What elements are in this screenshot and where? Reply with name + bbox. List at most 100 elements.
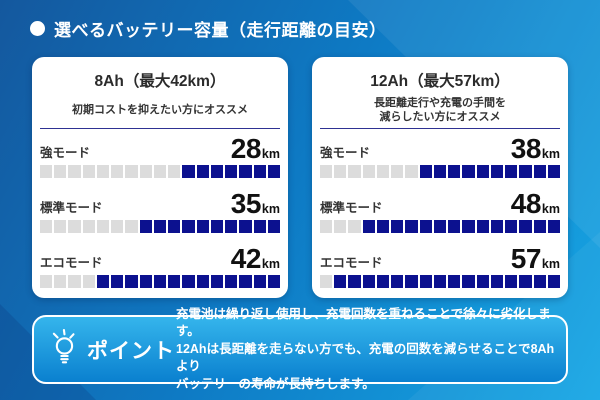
mode-label: 強モード [320,146,371,160]
bar-segment-filled [239,220,252,233]
bar-segment-filled [448,165,461,178]
distance-value: 38 [510,133,542,164]
bar-segment-filled [362,275,375,288]
bar-segment-filled [505,275,518,288]
mode-row: 標準モード 48 km [320,190,560,233]
mode-label: エコモード [320,256,383,270]
bar-segment-empty [68,165,81,178]
bar-segment-empty [96,165,110,178]
distance-value: 28 [230,133,262,164]
bar-segment-filled [225,165,238,178]
mode-head: 強モード 28 km [40,135,280,163]
bar-segment-empty [125,165,138,178]
bar-segment-filled [253,165,266,178]
page-title: 選べるバッテリー容量（走行距離の目安） [54,21,387,40]
card-title: 12Ah（最大57km） [370,73,510,90]
bar-segment-empty [334,165,347,178]
mode-value: 57 km [511,245,560,273]
mode-label: 強モード [40,146,91,160]
mode-rows: 強モード 38 km 標準モード 48 km エコモード 57 km [320,133,560,288]
bar-segment-filled [267,220,280,233]
bar-segment-filled [267,165,280,178]
mode-label: エコモード [40,256,103,270]
bar-segment-filled [196,220,209,233]
mode-head: エコモード 57 km [320,245,560,273]
divider [40,128,280,129]
bar-segment-filled [505,220,518,233]
bar-segment-empty [111,165,124,178]
bar-segment-filled [139,220,152,233]
bar-segment-filled [168,275,181,288]
point-text-line: バッテリーの寿命が長持ちします。 [176,376,375,391]
bar-segment-filled [196,165,209,178]
bar-segment-filled [433,220,447,233]
card-title: 8Ah（最大42km） [94,73,226,90]
mode-head: 強モード 38 km [320,133,560,164]
bar-segment-filled [519,275,532,288]
battery-card-8ah: 8Ah（最大42km） 初期コストを抑えたい方にオススメ 強モード 28 km 標準モ… [32,57,288,298]
bar-segment-empty [153,165,167,178]
bar-segment-filled [391,220,404,233]
bar-segment-empty [82,165,95,178]
bar-segment-filled [210,220,224,233]
distance-bar [40,165,280,178]
bar-segment-empty [68,220,81,233]
bar-segment-empty [40,165,53,178]
mode-head: 標準モード 35 km [40,188,280,219]
bullet-circle-icon [30,21,45,36]
bar-segment-filled [433,165,447,178]
card-subtitle-line: 長距離走行や充電の手間を [374,97,506,109]
divider [320,128,560,129]
bar-segment-empty [40,275,53,288]
page-header: 選べるバッテリー容量（走行距離の目安） [30,16,387,41]
bar-segment-filled [419,165,432,178]
distance-unit: km [541,202,560,216]
bar-segment-empty [54,165,67,178]
bar-segment-filled [362,220,375,233]
bar-segment-filled [405,275,418,288]
mode-row: 強モード 38 km [320,133,560,178]
bar-segment-filled [376,275,390,288]
mode-row: エコモード 57 km [320,245,560,288]
card-subtitle: 長距離走行や充電の手間を 減らしたい方にオススメ [320,94,560,126]
bar-segment-filled [476,165,489,178]
distance-unit: km [541,257,560,271]
bar-segment-empty [405,165,418,178]
bar-segment-filled [334,275,347,288]
bar-segment-empty [68,275,81,288]
mode-value: 42 km [231,245,280,273]
bar-segment-filled [419,275,432,288]
bar-segment-filled [533,275,546,288]
bar-segment-empty [391,165,404,178]
mode-label: 標準モード [40,201,103,215]
bar-segment-filled [111,275,124,288]
bar-segment-empty [111,220,124,233]
distance-value: 57 [510,243,542,274]
bar-segment-filled [462,220,475,233]
bar-segment-filled [462,275,475,288]
point-text-line: 12Ahは長距離を走らない方でも、充電の回数を減らせることで8Ahより [176,341,555,374]
bar-segment-filled [182,165,195,178]
bar-segment-empty [320,165,333,178]
bar-segment-filled [519,165,532,178]
bar-segment-filled [490,165,504,178]
mode-value: 28 km [231,135,280,163]
distance-bar [40,275,280,288]
bar-segment-filled [405,220,418,233]
bar-segment-empty [348,220,361,233]
bar-segment-filled [547,220,560,233]
bar-segment-filled [125,275,138,288]
bar-segment-filled [267,275,280,288]
distance-value: 35 [230,188,262,219]
bar-segment-filled [490,275,504,288]
distance-bar [320,165,560,178]
bar-segment-filled [239,165,252,178]
bar-segment-filled [448,220,461,233]
bar-segment-empty [82,275,95,288]
bar-segment-filled [348,275,361,288]
bar-segment-empty [320,275,333,288]
bar-segment-filled [490,220,504,233]
bar-segment-filled [448,275,461,288]
cards-row: 8Ah（最大42km） 初期コストを抑えたい方にオススメ 強モード 28 km 標準モ… [32,57,568,298]
bar-segment-filled [168,220,181,233]
